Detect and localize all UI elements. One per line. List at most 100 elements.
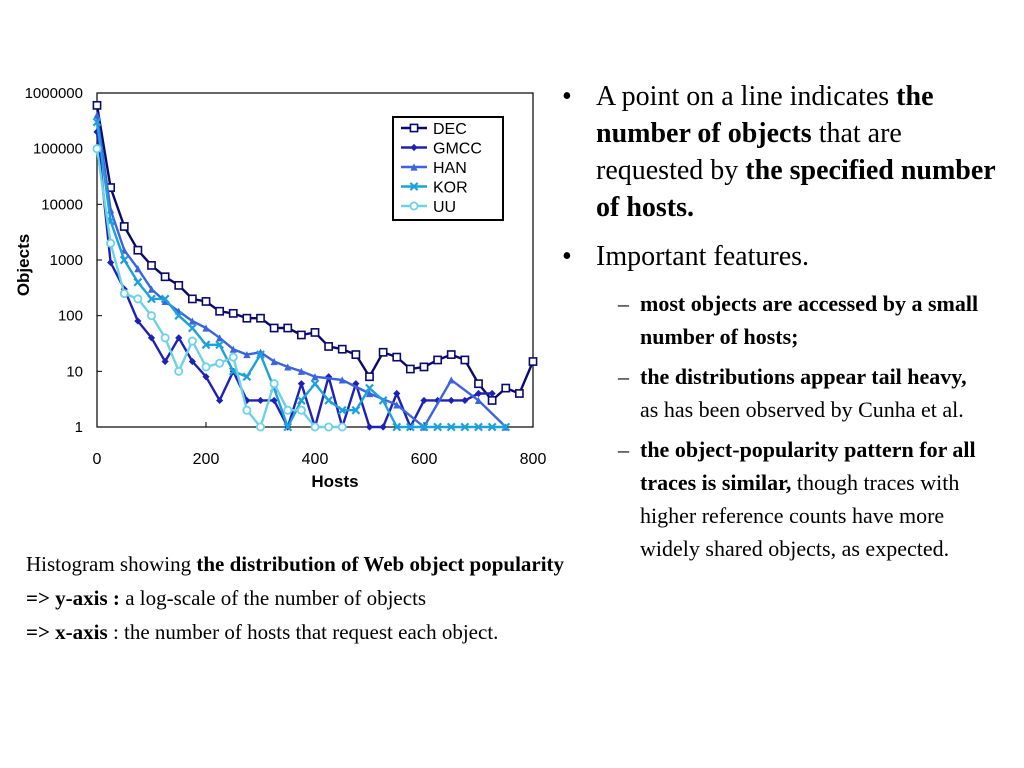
legend-marker bbox=[410, 143, 418, 152]
caption-y-axis: => y-axis : a log-scale of the number of… bbox=[26, 581, 596, 615]
legend-label: UU bbox=[433, 199, 456, 216]
figure-caption: Histogram showing the distribution of We… bbox=[26, 547, 596, 649]
data-point bbox=[147, 334, 156, 342]
data-point bbox=[324, 422, 334, 432]
data-point bbox=[256, 396, 265, 405]
data-point bbox=[310, 422, 320, 432]
data-point bbox=[365, 383, 374, 393]
data-point bbox=[174, 366, 184, 376]
data-point bbox=[488, 389, 496, 398]
data-point bbox=[160, 294, 170, 304]
data-point bbox=[215, 358, 225, 368]
y-tick-label: 10000 bbox=[41, 196, 83, 213]
data-point bbox=[393, 401, 401, 409]
dash-marker: – bbox=[618, 291, 629, 316]
data-point bbox=[269, 323, 279, 333]
data-point bbox=[311, 373, 319, 381]
data-point bbox=[92, 100, 102, 110]
data-point bbox=[216, 334, 224, 342]
data-point bbox=[188, 357, 196, 366]
bullet-2-text: Important features. bbox=[596, 241, 810, 272]
data-point bbox=[405, 422, 415, 432]
data-point bbox=[324, 396, 334, 405]
caption-y-label: => y-axis : bbox=[26, 586, 120, 610]
sub-3-bold: the object-popularity pattern for all tr… bbox=[640, 437, 976, 495]
y-tick-label: 1 bbox=[75, 419, 83, 436]
legend-item: HAN bbox=[401, 160, 467, 177]
legend-item: UU bbox=[401, 199, 456, 216]
data-point bbox=[106, 238, 116, 248]
data-point bbox=[255, 422, 265, 432]
data-point bbox=[487, 396, 497, 405]
legend-marker bbox=[409, 201, 419, 211]
data-point bbox=[297, 367, 305, 375]
data-point bbox=[160, 272, 170, 282]
data-point bbox=[283, 405, 293, 415]
y-tick-label: 1000000 bbox=[25, 85, 83, 102]
data-point bbox=[365, 389, 374, 398]
data-point bbox=[201, 362, 211, 372]
legend-item: GMCC bbox=[401, 141, 482, 158]
series-line bbox=[95, 115, 507, 429]
data-point bbox=[337, 405, 347, 415]
dash-marker: – bbox=[618, 364, 629, 389]
bullet-marker: • bbox=[562, 241, 572, 272]
data-point bbox=[446, 350, 456, 359]
data-point bbox=[474, 389, 483, 398]
bullet-1-bold-1: the number of objects bbox=[596, 81, 934, 149]
series-gmcc bbox=[93, 128, 496, 431]
sub-3-text: though traces with higher reference coun… bbox=[640, 470, 960, 561]
data-point bbox=[147, 285, 156, 293]
bullet-important-features: • Important features. bbox=[560, 238, 1000, 275]
data-point bbox=[446, 422, 456, 432]
data-point bbox=[134, 265, 142, 273]
data-point bbox=[296, 396, 306, 405]
data-point bbox=[487, 422, 497, 432]
data-point bbox=[419, 362, 429, 372]
data-point bbox=[133, 277, 143, 287]
bullet-list: • A point on a line indicates the number… bbox=[560, 78, 1000, 572]
data-point bbox=[351, 350, 361, 359]
legend-marker bbox=[409, 123, 419, 133]
data-point bbox=[337, 422, 347, 432]
data-point bbox=[296, 405, 306, 415]
legend-item: DEC bbox=[401, 121, 467, 138]
data-point bbox=[283, 422, 293, 432]
data-point bbox=[133, 294, 143, 304]
data-point bbox=[161, 297, 169, 306]
data-point bbox=[270, 357, 278, 366]
data-point bbox=[392, 422, 402, 432]
sub-2-bold: the distributions appear tail heavy, bbox=[640, 364, 967, 389]
series-line bbox=[95, 148, 343, 429]
sub-bullet-most-objects: – most objects are accessed by a small n… bbox=[560, 287, 982, 353]
data-point bbox=[256, 350, 265, 359]
data-point bbox=[93, 128, 101, 136]
data-point bbox=[242, 372, 252, 382]
data-point bbox=[187, 294, 197, 304]
bullet-1-bold-2: the specified number of hosts. bbox=[596, 155, 996, 223]
data-point bbox=[461, 396, 469, 405]
data-point bbox=[161, 357, 169, 366]
data-point bbox=[460, 355, 470, 365]
data-point bbox=[201, 297, 211, 306]
legend-label: HAN bbox=[433, 160, 467, 177]
caption-text: Histogram showing bbox=[26, 552, 197, 576]
data-point bbox=[215, 306, 225, 316]
y-axis-title: Objects bbox=[14, 234, 33, 296]
data-point bbox=[202, 373, 210, 381]
data-point bbox=[201, 340, 211, 350]
data-point bbox=[351, 405, 361, 415]
series-uu bbox=[92, 144, 347, 432]
legend-label: GMCC bbox=[433, 141, 482, 158]
y-tick-label: 1000 bbox=[50, 252, 83, 269]
data-point bbox=[119, 222, 129, 231]
data-point bbox=[501, 422, 511, 432]
legend-marker bbox=[409, 182, 419, 191]
data-point bbox=[337, 344, 347, 354]
data-point bbox=[92, 117, 102, 127]
x-tick-label: 200 bbox=[193, 451, 220, 468]
data-point bbox=[447, 396, 455, 405]
data-point bbox=[324, 342, 334, 351]
data-point bbox=[474, 396, 483, 405]
bullet-1-text: A point on a line indicates bbox=[596, 81, 897, 112]
